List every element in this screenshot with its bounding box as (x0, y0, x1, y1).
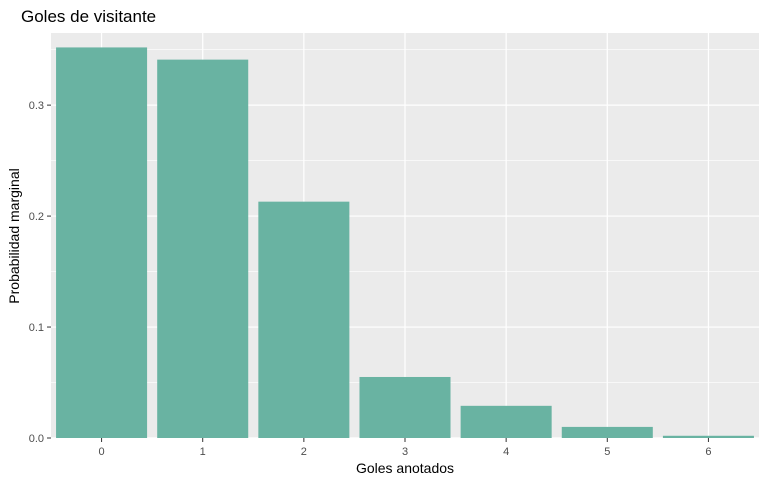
bars (56, 47, 754, 439)
y-tick-label: 0.2 (29, 211, 44, 223)
bar-4 (460, 405, 552, 438)
y-axis-title: Probabilidad marginal (6, 168, 22, 303)
x-tick-label: 2 (301, 446, 307, 458)
bar-2 (258, 201, 350, 438)
bar-0 (56, 47, 148, 439)
x-axis: 0 1 2 3 4 5 6 (99, 438, 711, 458)
bar-1 (157, 59, 249, 439)
bar-5 (561, 426, 653, 438)
y-tick-label: 0.0 (29, 433, 44, 445)
y-axis: 0.0 0.1 0.2 0.3 (29, 100, 51, 445)
x-tick-label: 6 (705, 446, 711, 458)
x-tick-label: 4 (503, 446, 509, 458)
x-tick-label: 0 (99, 446, 105, 458)
bar-3 (359, 376, 451, 438)
bar-6 (662, 435, 754, 438)
y-tick-label: 0.3 (29, 100, 44, 112)
x-axis-title: Goles anotados (356, 460, 454, 476)
x-tick-label: 5 (604, 446, 610, 458)
x-tick-label: 3 (402, 446, 408, 458)
chart-title: Goles de visitante (21, 7, 156, 26)
x-tick-label: 1 (200, 446, 206, 458)
y-tick-label: 0.1 (29, 322, 44, 334)
